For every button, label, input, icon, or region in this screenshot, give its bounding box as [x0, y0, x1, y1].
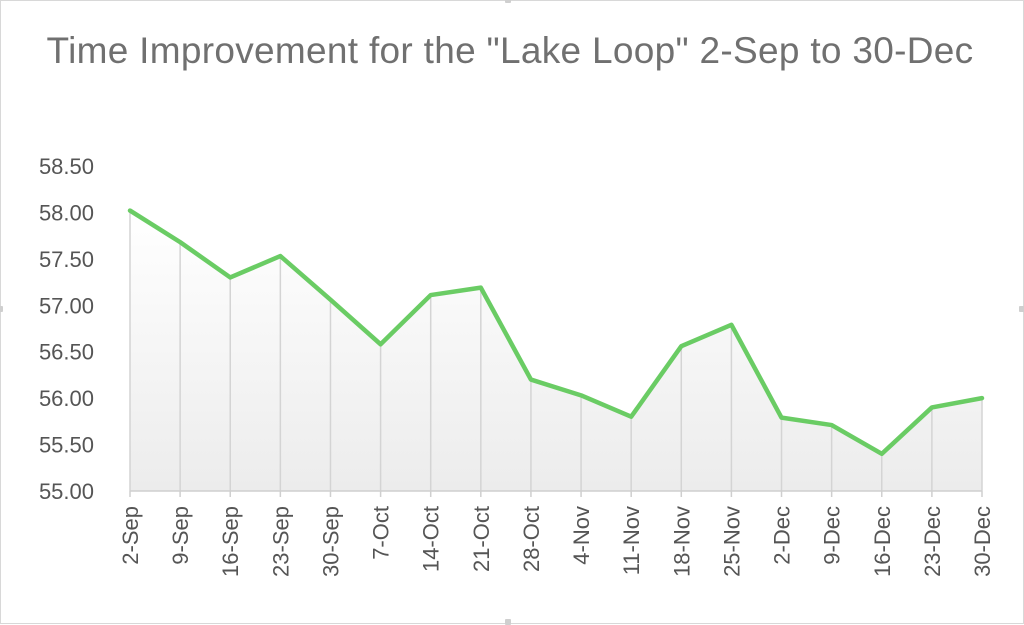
x-tick-label: 28-Oct	[519, 506, 544, 572]
x-tick-label: 4-Nov	[569, 506, 594, 565]
y-tick-label: 57.50	[39, 247, 94, 272]
x-tick-label: 2-Sep	[118, 506, 143, 565]
y-tick-label: 57.00	[39, 293, 94, 318]
y-tick-label: 55.00	[39, 479, 94, 504]
x-tick-label: 18-Nov	[669, 506, 694, 577]
y-tick-label: 58.50	[39, 154, 94, 179]
x-tick-label: 23-Dec	[920, 506, 945, 577]
resize-handle-top[interactable]	[505, 0, 511, 3]
y-tick-label: 58.00	[39, 200, 94, 225]
y-tick-label: 55.50	[39, 433, 94, 458]
x-tick-label: 7-Oct	[369, 506, 394, 560]
series-line	[127, 208, 985, 457]
x-tick-label: 11-Nov	[619, 506, 644, 575]
x-tick-label: 21-Oct	[469, 506, 494, 572]
resize-handle-bottom[interactable]	[505, 619, 511, 625]
resize-handle-right[interactable]	[1019, 306, 1024, 312]
chart-title: Time Improvement for the "Lake Loop" 2-S…	[46, 30, 974, 71]
y-tick-label: 56.00	[39, 386, 94, 411]
x-tick-label: 16-Sep	[218, 506, 243, 577]
x-tick-label: 23-Sep	[268, 506, 293, 577]
area-fill	[130, 210, 982, 492]
y-tick-label: 56.50	[39, 340, 94, 365]
x-tick-label: 16-Dec	[870, 506, 895, 577]
resize-handle-left[interactable]	[0, 306, 3, 312]
x-tick-label: 25-Nov	[719, 506, 744, 577]
x-tick-label: 2-Dec	[770, 506, 795, 565]
x-tick-label: 9-Sep	[168, 506, 193, 565]
x-tick-label: 14-Oct	[419, 506, 444, 572]
x-tick-label: 30-Dec	[970, 506, 995, 577]
x-tick-label: 30-Sep	[318, 506, 343, 577]
x-tick-label: 9-Dec	[820, 506, 845, 565]
